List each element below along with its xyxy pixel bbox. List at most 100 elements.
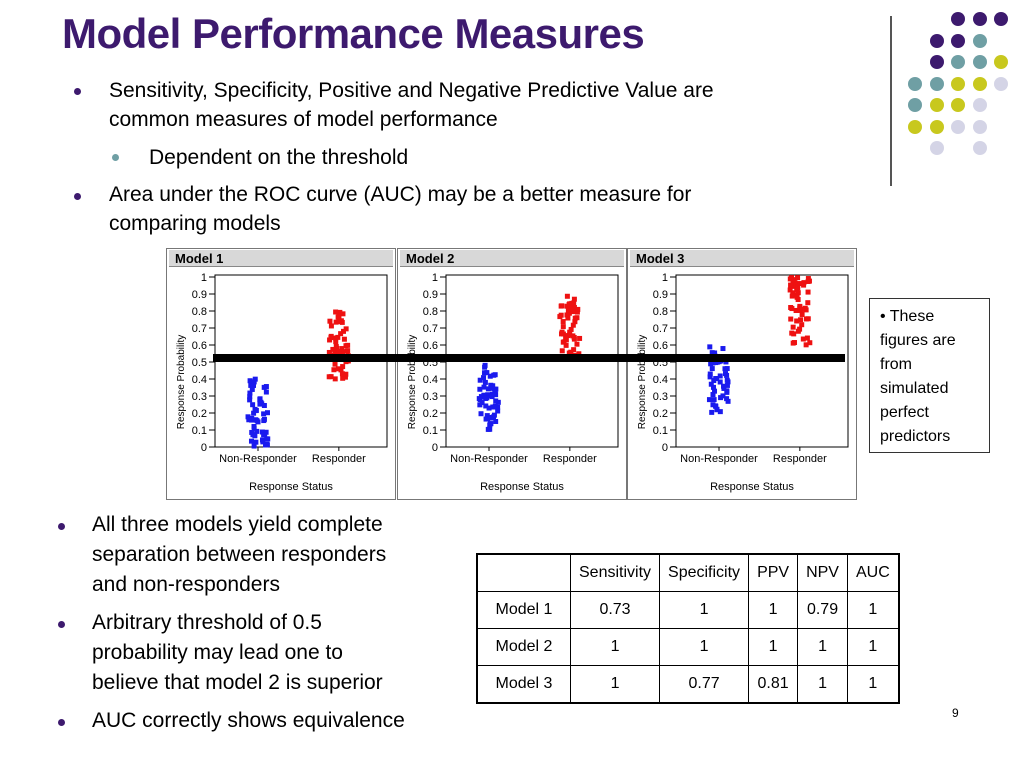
data-point [247,397,253,403]
data-point [788,282,794,288]
data-point [799,306,805,312]
data-point [559,348,565,354]
data-point [247,394,253,400]
table-cell: 1 [569,665,661,704]
data-point [577,335,583,341]
table-cell: 0.81 [748,665,799,704]
data-point [795,285,801,291]
data-point [789,275,795,281]
data-point [717,379,723,385]
table-row: Model 1 0.73 1 1 0.79 1 [476,591,900,629]
data-point [564,303,570,309]
x-tick-label: Responder [773,453,827,465]
data-point [572,319,578,325]
data-point [571,300,577,306]
data-point [328,323,334,329]
data-point [483,395,489,401]
data-point [487,415,493,421]
data-point [249,386,255,392]
data-point [805,276,811,282]
x-tick-label: Non-Responder [219,453,297,465]
data-point [803,342,809,348]
data-point [724,396,730,402]
data-point [342,374,348,380]
note-line: from [880,356,912,373]
y-tick-label: 0.4 [423,374,438,386]
y-axis-label: Response Probability [407,335,418,430]
decorative-dot [951,55,965,69]
y-tick-label: 0.9 [423,289,438,301]
decorative-dot [994,55,1008,69]
data-point [717,409,723,415]
data-point [710,402,716,408]
y-tick-label: 0.1 [423,425,438,437]
data-point [330,346,336,352]
y-tick-label: 0.1 [192,425,207,437]
decorative-dot [908,119,922,134]
data-point [335,366,341,372]
data-point [482,362,488,368]
data-point [333,319,339,325]
table-header-cell: Specificity [659,553,750,592]
data-point [254,428,260,434]
data-point [560,319,566,325]
data-point [568,349,574,355]
table-row: Model 2 1 1 1 1 1 [476,628,900,666]
data-point [263,389,269,395]
table-cell: Model 1 [476,591,571,629]
data-point [251,443,257,449]
data-point [799,322,805,328]
data-point [253,417,259,423]
data-point [336,319,342,325]
decorative-dot [908,98,922,112]
y-tick-label: 0 [432,442,438,454]
data-point [333,309,339,315]
bullet-text: Area under the ROC curve (AUC) may be a … [109,180,691,238]
data-point [708,381,714,387]
decorative-dot [951,33,965,48]
y-tick-label: 0.9 [192,289,207,301]
bullet-line: separation between responders [92,543,387,566]
table-header-cell [476,553,571,592]
data-point [560,339,566,345]
y-tick-label: 0 [201,442,207,454]
scatter-chart-model-1: 0 0.1 0.2 0.3 0.4 0.5 0.6 0.7 0.8 0.9 1 Response Pr… [176,272,388,493]
data-point [261,432,267,438]
decorative-dot-grid [900,12,1010,172]
y-axis-label: Response Probability [176,335,187,430]
data-point [489,394,495,400]
data-point [479,400,485,406]
data-point [488,421,494,427]
data-point [263,429,269,435]
sub-bullet-text: Dependent on the threshold [149,143,408,172]
data-point [341,336,347,342]
data-point [338,331,344,337]
data-point [249,415,255,421]
y-tick-label: 0.2 [192,408,207,420]
data-point [790,279,796,285]
decorative-dot [951,98,965,112]
data-point [787,287,793,293]
bullet-icon [58,523,65,530]
y-tick-label: 0.8 [423,306,438,318]
data-point [333,339,339,345]
decorative-divider [890,16,892,186]
data-point [797,303,803,309]
data-point [477,397,483,403]
data-point [487,373,493,379]
x-axis-label: Response Status [480,481,564,493]
data-point [486,405,492,411]
data-point [336,348,342,354]
decorative-dot [951,119,965,134]
bullet-line: and non-responders [92,573,280,596]
y-tick-label: 1 [432,272,438,284]
data-point [714,359,720,365]
data-point [481,384,487,390]
data-point [563,335,569,341]
table-cell: 1 [569,628,661,666]
data-point [247,378,253,384]
data-point [337,309,343,315]
data-point [790,324,796,330]
data-point [332,350,338,356]
